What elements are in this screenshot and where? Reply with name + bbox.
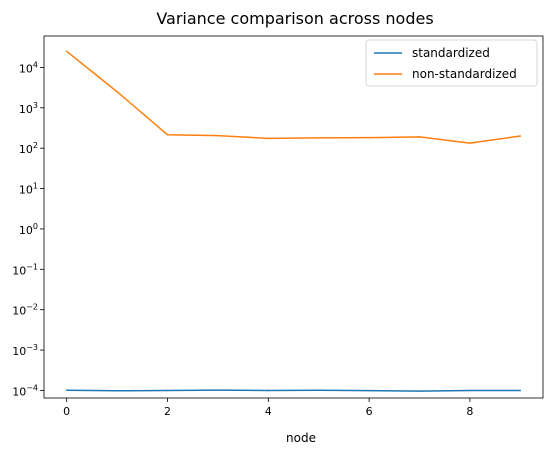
x-tick-label: 4 — [265, 405, 272, 418]
plot-area — [43, 35, 544, 399]
y-tick-label: 102 — [19, 141, 38, 156]
data-point — [317, 137, 320, 139]
y-tick-label: 10−4 — [12, 383, 38, 398]
y-tick-label: 10−3 — [12, 343, 38, 358]
legend-label: non-standardized — [412, 67, 517, 81]
data-point — [166, 134, 169, 136]
data-point — [519, 389, 522, 392]
data-point — [267, 137, 270, 140]
series-line-0 — [66, 389, 521, 392]
legend: standardized non-standardized — [365, 39, 538, 87]
y-tick-label: 104 — [19, 60, 38, 75]
data-point — [418, 390, 421, 392]
y-tick-label: 100 — [19, 222, 38, 237]
data-point — [116, 390, 118, 392]
x-tick-label: 2 — [164, 405, 171, 418]
y-axis-ticks: 10−4 10−3 10−2 10−1 100 101 102 103 104 — [12, 60, 44, 398]
chart-title: Variance comparison across nodes — [156, 9, 433, 28]
y-tick-label: 10−1 — [12, 262, 38, 277]
plot-border — [43, 35, 544, 399]
series-lines — [65, 50, 522, 392]
data-point — [519, 135, 522, 137]
x-tick-label: 0 — [63, 405, 70, 418]
data-point — [418, 136, 421, 138]
x-axis-ticks: 0 2 4 6 8 — [63, 398, 473, 418]
series-line-1 — [66, 50, 521, 144]
y-tick-label: 101 — [19, 182, 38, 197]
data-point — [368, 136, 370, 139]
data-point — [217, 134, 219, 137]
legend-label: standardized — [412, 46, 490, 60]
data-point — [317, 389, 320, 392]
data-point — [65, 50, 68, 53]
data-point — [65, 389, 68, 392]
x-axis-label: node — [286, 431, 316, 445]
x-tick-label: 8 — [466, 405, 473, 418]
y-tick-label: 103 — [19, 101, 38, 116]
y-tick-label: 10−2 — [12, 303, 38, 318]
data-point — [217, 389, 219, 391]
data-point — [469, 142, 471, 144]
data-point — [368, 389, 370, 392]
data-point — [116, 90, 118, 93]
data-point — [267, 389, 270, 392]
data-point — [469, 389, 471, 392]
legend-box — [365, 39, 538, 87]
data-point — [166, 389, 169, 392]
x-tick-label: 6 — [366, 405, 373, 418]
